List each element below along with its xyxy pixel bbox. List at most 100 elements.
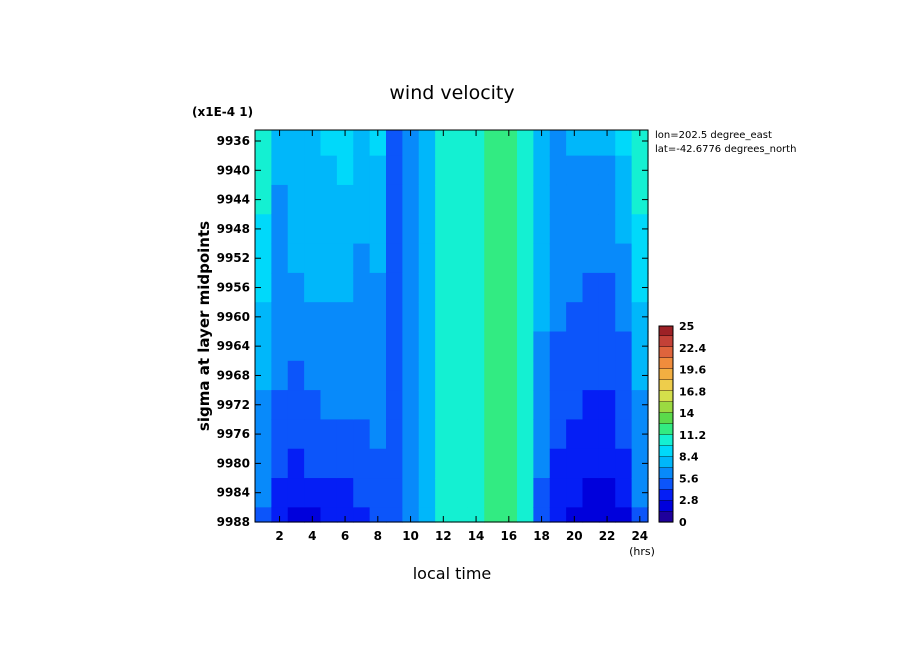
contour-cell	[566, 419, 584, 450]
contour-cell	[615, 130, 633, 157]
y-tick-label: 9952	[217, 251, 250, 265]
contour-cell	[353, 272, 371, 303]
colorbar-label: 2.8	[679, 494, 699, 507]
x-tick-label: 20	[566, 529, 583, 543]
contour-cell	[353, 130, 371, 157]
contour-cell	[533, 214, 551, 245]
contour-cell	[517, 243, 534, 274]
colorbar-swatch	[658, 423, 674, 435]
info-lat: lat=-42.6776 degrees_north	[655, 144, 796, 155]
contour-cell	[631, 130, 649, 157]
scale-note: (x1E-4 1)	[192, 105, 253, 119]
contour-cell	[517, 302, 534, 333]
colorbar-swatch	[658, 379, 674, 391]
contour-cell	[320, 448, 338, 479]
contour-cell	[287, 302, 305, 333]
contour-cell	[287, 448, 305, 479]
colorbar-swatch	[658, 499, 674, 512]
contour-cell	[418, 184, 436, 215]
colorbar-swatch	[658, 368, 674, 380]
contour-cell	[533, 419, 551, 450]
contour-cell	[631, 155, 649, 186]
colorbar-frame	[658, 325, 674, 523]
contour-cell	[549, 243, 567, 274]
y-tick-label: 9948	[217, 222, 250, 236]
contour-cell	[467, 243, 485, 274]
contour-cell	[304, 448, 322, 479]
contour-cell	[598, 448, 616, 479]
x-tick-label: 2	[275, 529, 283, 543]
contour-cell	[549, 272, 567, 303]
contour-cell	[271, 302, 289, 333]
contour-cell	[353, 360, 371, 391]
contour-cell	[271, 130, 289, 157]
contour-cell	[336, 507, 354, 523]
contour-cell	[435, 130, 453, 157]
contour-cell	[484, 419, 502, 450]
contour-cell	[484, 214, 502, 245]
contour-cell	[402, 507, 420, 523]
contour-cell	[615, 272, 633, 303]
colorbar-label: 22.4	[679, 342, 706, 355]
contour-cell	[255, 155, 272, 186]
contour-cell	[451, 214, 469, 245]
contour-cell	[304, 302, 322, 333]
contour-cell	[549, 478, 567, 508]
contour-cell	[533, 478, 551, 508]
contour-cell	[598, 155, 616, 186]
contour-cell	[615, 331, 633, 362]
contour-cell	[386, 302, 403, 333]
colorbar-swatch	[658, 412, 674, 424]
contour-cell	[500, 331, 518, 362]
contour-cell	[566, 478, 584, 508]
contour-cell	[582, 419, 600, 450]
contour-cell	[533, 360, 551, 391]
contour-cell	[451, 448, 469, 479]
y-tick-label: 9956	[217, 281, 250, 295]
contour-cell	[435, 507, 453, 523]
contour-cell	[255, 214, 272, 245]
contour-cell	[255, 390, 272, 421]
contour-cell	[517, 419, 534, 450]
contour-cell	[533, 331, 551, 362]
contour-cell	[517, 272, 534, 303]
contour-cell	[451, 272, 469, 303]
contour-cell	[418, 155, 436, 186]
contour-cell	[402, 272, 420, 303]
colorbar-swatch	[658, 433, 674, 446]
contour-cell	[402, 478, 420, 508]
contour-cell	[435, 155, 453, 186]
contour-cell	[598, 478, 616, 508]
contour-cell	[386, 478, 403, 508]
contour-cell	[533, 155, 551, 186]
contour-cell	[353, 419, 371, 450]
contour-cell	[533, 130, 551, 157]
contour-cell	[484, 243, 502, 274]
colorbar-label: 14	[679, 407, 695, 420]
contour-cell	[435, 419, 453, 450]
contour-cell	[500, 302, 518, 333]
contour-cell	[598, 272, 616, 303]
contour-cell	[467, 478, 485, 508]
contour-cell	[484, 507, 502, 523]
colorbar-swatch	[658, 357, 674, 369]
contour-cell	[467, 302, 485, 333]
contour-cell	[304, 419, 322, 450]
contour-cell	[255, 130, 272, 157]
contour-cell	[500, 448, 518, 479]
colorbar-swatch	[658, 444, 674, 457]
contour-cell	[336, 214, 354, 245]
contour-cell	[386, 155, 403, 186]
contour-cell	[418, 214, 436, 245]
contour-cell	[484, 155, 502, 186]
x-axis-label: local time	[413, 564, 492, 583]
contour-cell	[533, 448, 551, 479]
x-axis: 2 4 6 8 10 12 14 16 18 20 22 24	[275, 130, 648, 543]
contour-cell	[517, 184, 534, 215]
contour-cell	[631, 360, 649, 391]
contour-cell	[255, 478, 272, 508]
contour-cell	[467, 214, 485, 245]
contour-cell	[418, 419, 436, 450]
contour-cell	[418, 302, 436, 333]
contour-cell	[631, 419, 649, 450]
